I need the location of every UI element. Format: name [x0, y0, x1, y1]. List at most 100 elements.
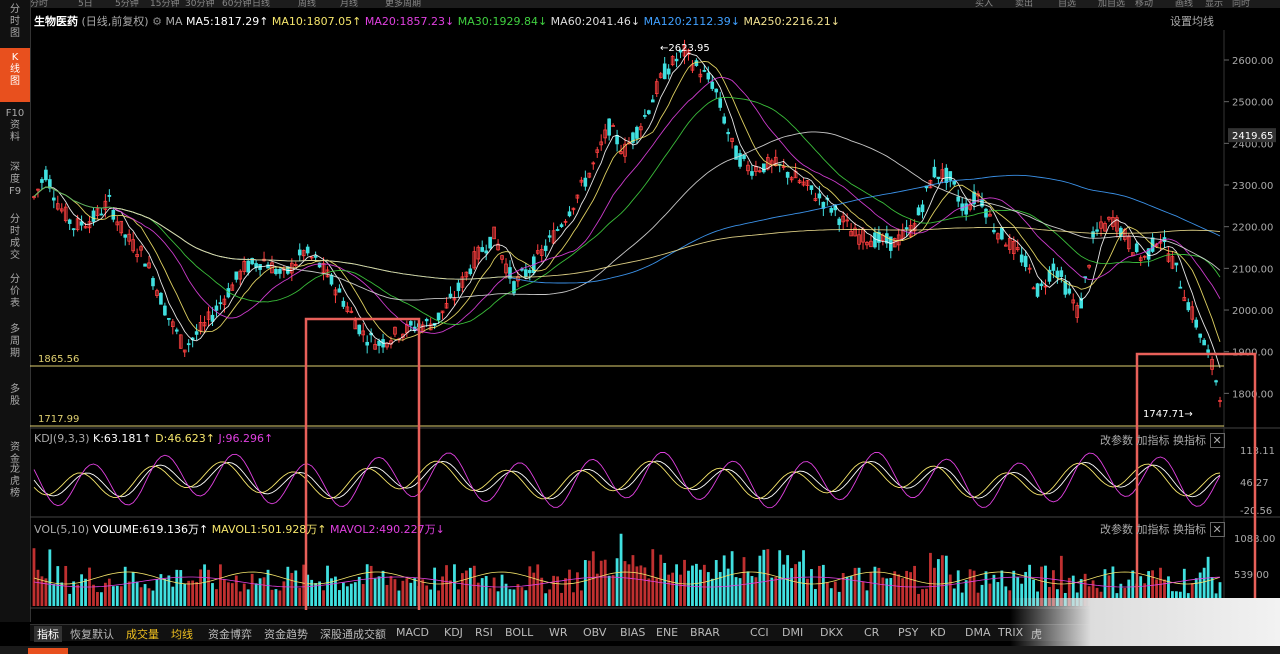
candle-body — [1019, 254, 1024, 263]
indicator-tab-2[interactable]: 成交量 — [126, 628, 159, 641]
indicator-tab-11[interactable]: WR — [549, 626, 568, 639]
vol-change-params-button[interactable]: 改参数 — [1100, 523, 1133, 536]
indicator-tab-14[interactable]: ENE — [656, 626, 679, 639]
top-action-1[interactable]: 卖出 — [1015, 0, 1034, 8]
period-tab-9[interactable]: 更多周期 — [385, 0, 422, 8]
indicator-tab-4[interactable]: 资金博弈 — [208, 628, 252, 641]
indicator-tab-22[interactable]: DMA — [965, 626, 991, 639]
period-tab-3[interactable]: 15分钟 — [150, 0, 180, 8]
vol-add-indicator-button[interactable]: 加指标 — [1136, 523, 1170, 536]
volume-bar — [980, 584, 984, 606]
candle-body — [789, 177, 794, 181]
vol-swap-indicator-button[interactable]: 换指标 — [1173, 523, 1206, 536]
volume-bar — [1016, 577, 1020, 606]
candle-body — [575, 194, 580, 199]
volume-bar — [341, 582, 345, 606]
top-action-2[interactable]: 自选 — [1058, 0, 1077, 8]
highlight-box-left — [304, 317, 421, 610]
indicator-tab-10[interactable]: BOLL — [505, 626, 534, 639]
period-tab-2[interactable]: 5分钟 — [115, 0, 139, 8]
indicator-tab-8[interactable]: KDJ — [444, 626, 463, 639]
candle-body — [805, 180, 810, 186]
candle-body — [841, 215, 845, 223]
top-action-5[interactable]: 画线 — [1175, 0, 1194, 8]
period-tab-6[interactable]: 日线 — [252, 0, 271, 8]
indicator-tab-5[interactable]: 资金趋势 — [264, 628, 308, 641]
candle-body — [48, 179, 52, 189]
period-tab-0[interactable]: 分时 — [30, 0, 49, 8]
indicator-tab-16[interactable]: CCI — [750, 626, 769, 639]
candle-body — [174, 329, 179, 332]
volume-bar — [845, 576, 849, 606]
candle-body — [591, 162, 596, 165]
candle-body — [746, 164, 750, 172]
indicator-tab-1[interactable]: 恢复默认 — [70, 628, 114, 641]
indicator-tab-15[interactable]: BRAR — [690, 626, 720, 639]
period-tab-1[interactable]: 5日 — [78, 0, 93, 8]
volume-bar — [445, 565, 448, 606]
active-bottom-tab[interactable] — [28, 648, 68, 654]
sidebar-item-4[interactable]: 分时成交 — [10, 214, 20, 261]
kdj-add-indicator-button[interactable]: 加指标 — [1136, 434, 1170, 447]
sidebar-item-0[interactable]: 分时图 — [10, 4, 20, 39]
sidebar-item-2[interactable]: F10 资料 — [5, 108, 25, 143]
sidebar-item-8[interactable]: 资金 — [10, 442, 20, 465]
volume-bar — [1044, 565, 1047, 606]
kdj-swap-indicator-button[interactable]: 换指标 — [1173, 434, 1206, 447]
indicator-tab-13[interactable]: BIAS — [620, 626, 646, 639]
indicator-tab-3[interactable]: 均线 — [171, 628, 193, 641]
gear-icon[interactable]: ⚙ — [152, 15, 162, 28]
period-tab-5[interactable]: 60分钟 — [222, 0, 252, 8]
candle-body — [55, 203, 60, 210]
period-tab-7[interactable]: 周线 — [298, 0, 317, 8]
top-action-6[interactable]: 显示 — [1205, 0, 1224, 8]
sidebar-item-5[interactable]: 分价表 — [10, 274, 20, 309]
close-icon[interactable]: ✕ — [1209, 522, 1225, 537]
sidebar-item-7[interactable]: 多股 — [10, 384, 20, 407]
volume-bar — [441, 576, 444, 606]
volume-bar — [60, 582, 64, 606]
period-tab-8[interactable]: 月线 — [340, 0, 359, 8]
candle-body — [476, 246, 481, 260]
kdj-change-params-button[interactable]: 改参数 — [1100, 434, 1133, 447]
volume-bar — [1032, 579, 1035, 606]
candle-body — [1055, 270, 1060, 278]
volume-bar — [631, 555, 635, 606]
indicator-tab-18[interactable]: DKX — [820, 626, 844, 639]
sidebar-item-3[interactable]: 深度 F9 — [8, 162, 22, 197]
sidebar-item-9[interactable]: 龙虎榜 — [10, 464, 20, 499]
candle-body — [904, 227, 909, 230]
volume-bar — [873, 566, 877, 606]
volume-bar — [377, 576, 381, 606]
candle-body — [496, 243, 500, 251]
candle-body — [428, 323, 433, 331]
candle-body — [448, 293, 453, 298]
volume-bar — [40, 576, 44, 606]
set-ma-button[interactable]: 设置均线 — [1170, 15, 1214, 28]
sidebar-item-6[interactable]: 多周期 — [10, 324, 20, 359]
indicator-tab-0[interactable]: 指标 — [34, 626, 62, 642]
indicator-tab-21[interactable]: KD — [930, 626, 946, 639]
volume-bar — [786, 555, 790, 606]
indicator-tab-19[interactable]: CR — [864, 626, 880, 639]
top-action-3[interactable]: 加自选 — [1098, 0, 1126, 8]
top-action-7[interactable]: 同时 — [1232, 0, 1251, 8]
volume-bar — [921, 589, 924, 606]
candle-body — [1206, 349, 1210, 353]
kline-chart[interactable]: 2600.00 2500.00 2400.00 2300.00 2200.00 2100.… — [30, 0, 1280, 610]
indicator-tab-6[interactable]: 深股通成交额 — [320, 628, 386, 641]
volume-bar — [536, 564, 540, 606]
indicator-tab-20[interactable]: PSY — [898, 626, 919, 639]
indicator-tab-9[interactable]: RSI — [475, 626, 493, 639]
indicator-tab-12[interactable]: OBV — [583, 626, 607, 639]
close-icon[interactable]: ✕ — [1209, 433, 1225, 448]
top-action-0[interactable]: 买入 — [975, 0, 994, 8]
period-tab-4[interactable]: 30分钟 — [185, 0, 215, 8]
candle-body — [436, 312, 441, 321]
top-action-4[interactable]: 移动 — [1135, 0, 1154, 8]
indicator-tab-7[interactable]: MACD — [396, 626, 429, 639]
volume-bar — [401, 580, 405, 606]
volume-bar — [627, 564, 631, 606]
indicator-tab-17[interactable]: DMI — [782, 626, 804, 639]
